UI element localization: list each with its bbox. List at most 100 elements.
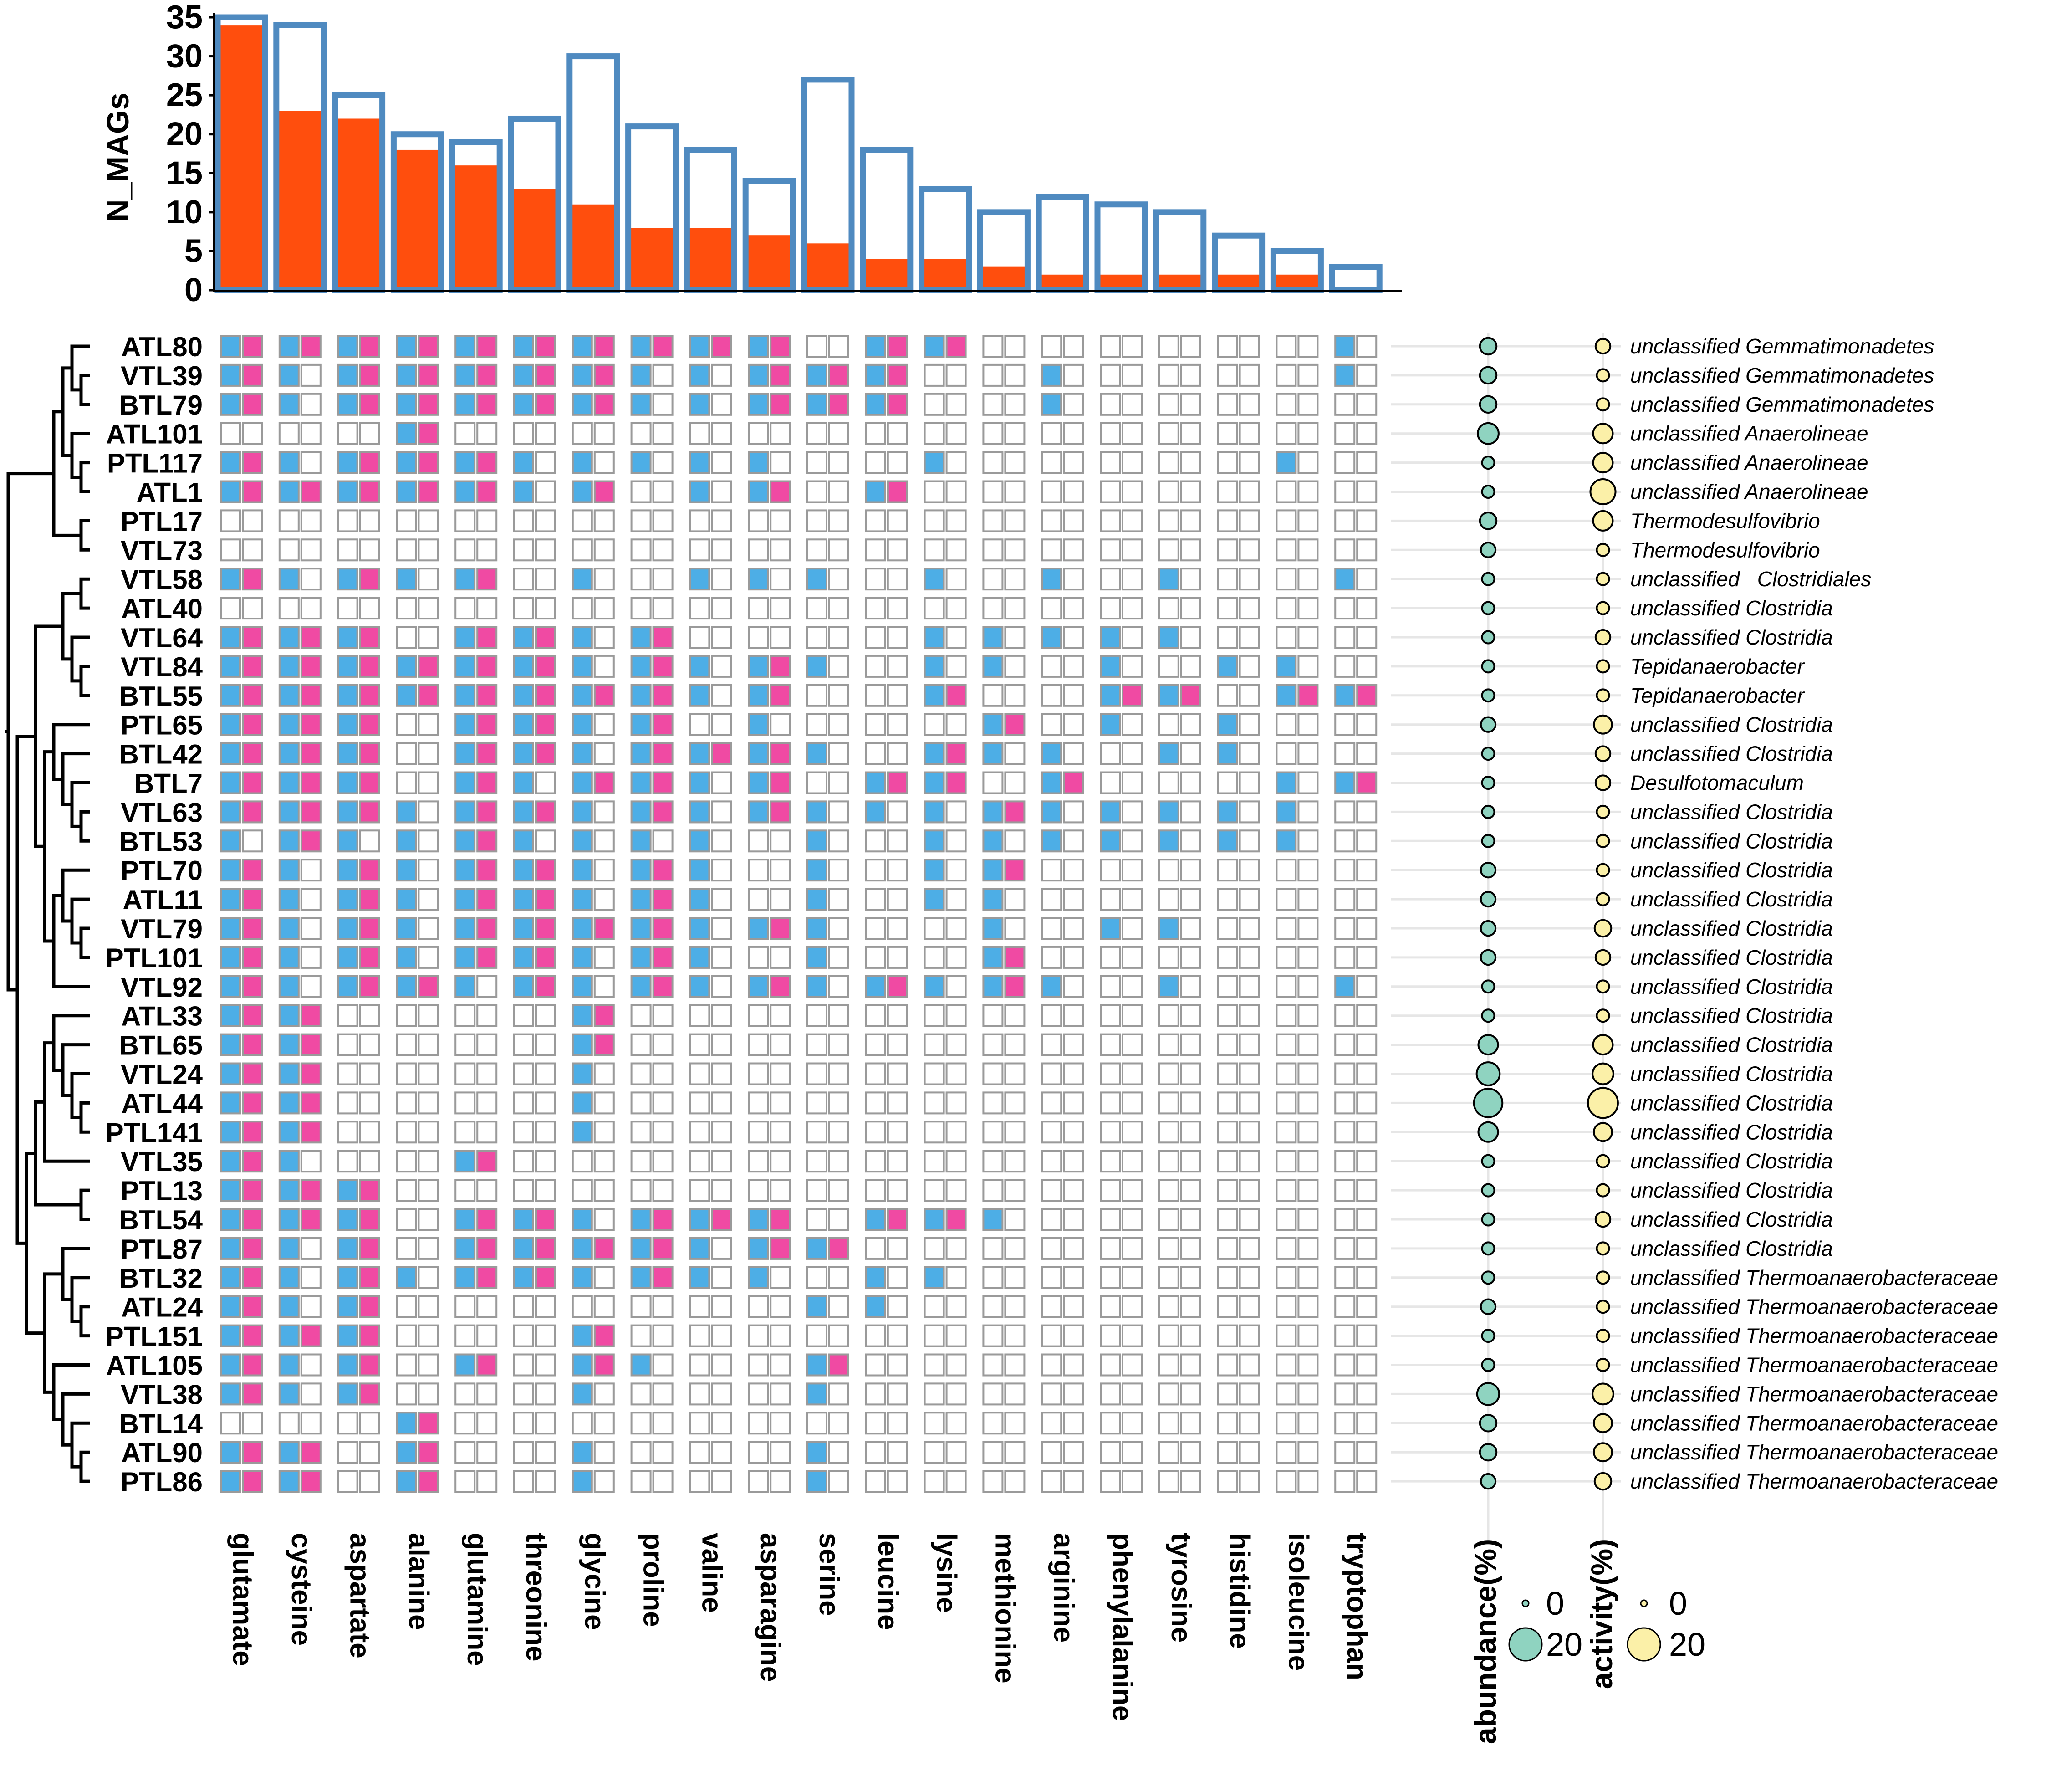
cell-VTL58-glutamine-b [476, 568, 498, 591]
cell-VTL58-tryptophan-b [1356, 568, 1378, 591]
cell-PTL13-glutamate-b [242, 1179, 263, 1202]
cell-PTL101-threonine-a [513, 946, 534, 969]
cell-ATL101-tyrosine-a [1158, 422, 1179, 445]
cell-VTL64-glutamine-b [476, 626, 498, 649]
mag-label-BTL42: BTL42 [119, 739, 203, 770]
cell-VTL39-arginine-b [1063, 363, 1084, 387]
abundance-dot-ATL105 [1481, 1358, 1495, 1372]
cell-VTL63-valine-a [689, 800, 710, 824]
cell-ATL40-asparagine-b [770, 597, 791, 620]
cell-VTL73-tyrosine-b [1180, 538, 1201, 562]
cell-VTL92-histidine-b [1239, 975, 1260, 998]
cell-ATL1-methionine-a [982, 480, 1004, 503]
cell-VTL35-leucine-a [865, 1150, 886, 1173]
cell-VTL73-glutamate-b [242, 538, 263, 562]
cell-BTL7-alanine-b [418, 771, 439, 794]
cell-BTL79-cysteine-a [278, 393, 300, 416]
dendrogram-branch [79, 519, 90, 552]
cell-VTL58-glycine-a [572, 568, 593, 591]
cell-VTL79-threonine-a [513, 917, 534, 940]
mag-label-ATL90: ATL90 [121, 1438, 203, 1468]
cell-PTL13-glutamine-b [476, 1179, 498, 1202]
bar-highlighted-threonine [511, 189, 558, 290]
cell-VTL58-threonine-b [535, 568, 556, 591]
cell-BTL65-cysteine-b [300, 1033, 322, 1056]
cell-ATL1-cysteine-b [300, 480, 322, 503]
cell-BTL42-tyrosine-b [1180, 742, 1201, 765]
cell-BTL7-tyrosine-a [1158, 771, 1179, 794]
cell-PTL70-isoleucine-b [1297, 859, 1319, 882]
cell-ATL33-proline-a [630, 1004, 652, 1027]
cell-VTL38-isoleucine-a [1276, 1382, 1297, 1406]
cell-PTL87-glutamine-b [476, 1237, 498, 1260]
bar-y-tick-label: 30 [166, 38, 203, 75]
cell-VTL84-tryptophan-a [1334, 655, 1356, 678]
cell-BTL32-phenylalanine-b [1122, 1266, 1143, 1289]
cell-ATL80-valine-a [689, 335, 710, 358]
cell-BTL7-leucine-a [865, 771, 886, 794]
cell-ATL90-alanine-b [418, 1441, 439, 1464]
cell-ATL101-histidine-a [1217, 422, 1238, 445]
cell-ATL80-asparagine-b [770, 335, 791, 358]
cell-BTL14-aspartate-b [359, 1412, 380, 1435]
cell-ATL40-leucine-a [865, 597, 886, 620]
cell-BTL42-lysine-a [924, 742, 945, 765]
bar-highlighted-leucine [862, 259, 910, 290]
cell-ATL44-lysine-b [945, 1091, 967, 1115]
cell-VTL64-tryptophan-a [1334, 626, 1356, 649]
cell-ATL24-tryptophan-b [1356, 1295, 1378, 1318]
cell-VTL64-arginine-b [1063, 626, 1084, 649]
cell-BTL54-cysteine-b [300, 1208, 322, 1231]
cell-VTL64-tyrosine-a [1158, 626, 1179, 649]
cell-PTL70-asparagine-a [748, 859, 769, 882]
dendrogram-branch [61, 1392, 90, 1447]
cell-ATL11-methionine-a [982, 888, 1004, 911]
cell-VTL92-histidine-a [1217, 975, 1238, 998]
cell-BTL32-glutamate-a [220, 1266, 241, 1289]
cell-ATL90-histidine-b [1239, 1441, 1260, 1464]
cell-PTL70-alanine-a [396, 859, 417, 882]
cell-BTL32-glutamate-b [242, 1266, 263, 1289]
cell-ATL1-asparagine-b [770, 480, 791, 503]
cell-PTL151-histidine-b [1239, 1324, 1260, 1347]
cell-VTL39-alanine-a [396, 363, 417, 387]
cell-BTL7-tryptophan-b [1356, 771, 1378, 794]
cell-PTL117-histidine-b [1239, 451, 1260, 474]
cell-VTL38-methionine-b [1004, 1382, 1026, 1406]
cell-VTL35-cysteine-a [278, 1150, 300, 1173]
cell-ATL90-arginine-b [1063, 1441, 1084, 1464]
cell-PTL70-glycine-a [572, 859, 593, 882]
cell-VTL73-serine-a [806, 538, 827, 562]
cell-ATL40-arginine-b [1063, 597, 1084, 620]
cell-BTL42-threonine-a [513, 742, 534, 765]
cell-PTL86-asparagine-b [770, 1470, 791, 1493]
cell-BTL55-alanine-b [418, 684, 439, 707]
cell-ATL11-glutamine-b [476, 888, 498, 911]
cell-BTL54-aspartate-a [337, 1208, 358, 1231]
cell-PTL141-glutamine-a [454, 1121, 476, 1144]
cell-VTL39-glutamine-a [454, 363, 476, 387]
cell-ATL1-aspartate-b [359, 480, 380, 503]
cell-PTL117-proline-b [652, 451, 674, 474]
cell-ATL1-methionine-b [1004, 480, 1026, 503]
cell-BTL55-threonine-b [535, 684, 556, 707]
cell-VTL24-glutamine-b [476, 1062, 498, 1085]
cell-VTL73-glycine-a [572, 538, 593, 562]
cell-ATL1-cysteine-a [278, 480, 300, 503]
cell-PTL101-alanine-b [418, 946, 439, 969]
cell-ATL105-methionine-b [1004, 1353, 1026, 1377]
cell-VTL35-arginine-a [1041, 1150, 1062, 1173]
cell-PTL151-leucine-a [865, 1324, 886, 1347]
cell-PTL141-aspartate-a [337, 1121, 358, 1144]
activity-dot-ATL11 [1596, 892, 1610, 906]
cell-ATL11-leucine-a [865, 888, 886, 911]
cell-ATL1-leucine-a [865, 480, 886, 503]
cell-VTL24-arginine-a [1041, 1062, 1062, 1085]
cell-ATL33-lysine-b [945, 1004, 967, 1027]
cell-BTL53-asparagine-b [770, 829, 791, 853]
abundance-dot-PTL65 [1480, 716, 1497, 733]
abundance-dot-PTL86 [1480, 1473, 1497, 1490]
cell-ATL33-methionine-b [1004, 1004, 1026, 1027]
cell-PTL13-threonine-a [513, 1179, 534, 1202]
cell-VTL39-cysteine-a [278, 363, 300, 387]
